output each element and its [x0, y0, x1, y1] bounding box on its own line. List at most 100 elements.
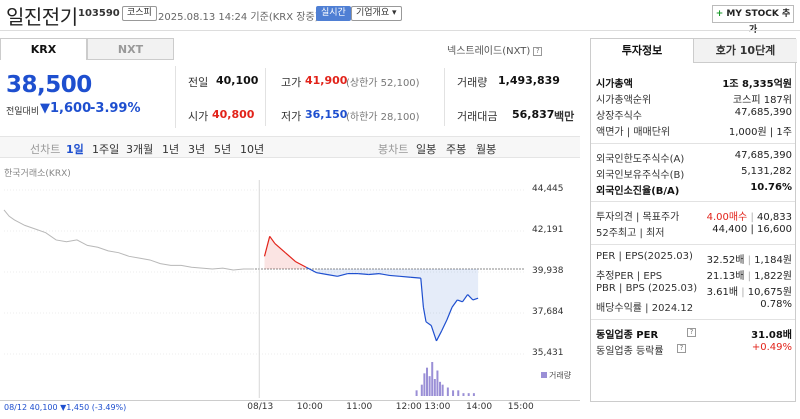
tab-nxt[interactable]: NXT [87, 38, 174, 60]
change-label: 전일대비 [6, 107, 40, 117]
volume-label: 거래량 [457, 76, 488, 89]
company-info-dropdown[interactable]: 기업개요 ▾ [351, 6, 402, 21]
info-value: 10.76% [750, 182, 792, 193]
chart-lines [3, 209, 479, 342]
info-key: 배당수익률 | 2024.12 [596, 303, 694, 314]
price-segment [399, 275, 411, 278]
info-value: 47,685,390 [734, 150, 792, 161]
price-segment [410, 276, 421, 279]
add-my-stock-label: MY STOCK 추가 [726, 9, 791, 35]
low-label: 저가 [281, 110, 302, 123]
help-icon[interactable]: ? [687, 328, 696, 337]
period-3y[interactable]: 3년 [188, 143, 206, 156]
monthly-candle[interactable]: 월봉 [476, 143, 497, 156]
price-segment [284, 252, 297, 263]
chart-grid [4, 180, 525, 398]
info-row: 동일업종 등락률? +0.49% [596, 342, 792, 357]
tab-krx[interactable]: KRX [0, 38, 87, 60]
price-segment [316, 272, 328, 276]
y-tick-label: 35,431 [532, 348, 564, 358]
period-line-chart[interactable]: 선차트 [30, 143, 61, 156]
info-key: 액면가 | 매매단위 [596, 127, 671, 138]
divider [591, 244, 795, 245]
nextrade-label: 넥스트레이드(NXT) [447, 46, 531, 57]
info-key: 52주최고 | 최저 [596, 228, 665, 239]
volume-bar [428, 376, 431, 396]
period-1y[interactable]: 1년 [162, 143, 180, 156]
info-row: PBR | BPS (2025.03) 3.61배 | 10,675원 [596, 283, 792, 298]
period-3m[interactable]: 3개월 [126, 143, 154, 156]
price-segment [295, 261, 307, 268]
header-divider [0, 30, 800, 31]
price-segment [422, 307, 427, 322]
volume-bar [433, 379, 436, 396]
y-tick-label: 39,938 [532, 266, 564, 276]
info-row: 외국인보유주식수(B) 5,131,282 [596, 166, 792, 181]
change-percent: -3.99% [90, 101, 141, 116]
info-value: 코스피 187위 [732, 95, 792, 106]
separator: | [747, 212, 757, 223]
volume-bar [462, 393, 465, 396]
volume-value: 1,493,839 [498, 74, 560, 87]
price-segment [451, 299, 458, 308]
info-key: 외국인소진율(B/A) [596, 186, 680, 197]
info-row: 투자의견 | 목표주가 4.00매수 | 40,833 [596, 208, 792, 223]
period-10y[interactable]: 10년 [240, 143, 265, 156]
volume-bar [426, 367, 429, 396]
help-icon[interactable]: ? [533, 46, 543, 56]
upper-limit: (상한가 52,100) [346, 78, 420, 89]
tab-order-book[interactable]: 호가 10단계 [694, 39, 797, 63]
period-1w[interactable]: 1주일 [92, 143, 120, 156]
high-label: 고가 [281, 76, 302, 89]
period-1d[interactable]: 1일 [66, 143, 84, 156]
weekly-candle[interactable]: 주봉 [446, 143, 467, 156]
period-5y[interactable]: 5년 [214, 143, 232, 156]
realtime-tag[interactable]: 실시간 [316, 6, 351, 21]
separator: | [744, 271, 755, 282]
price-segment [326, 273, 338, 277]
price-chart[interactable] [0, 158, 580, 419]
price-segment [263, 236, 271, 257]
x-tick-label: 11:00 [346, 402, 373, 412]
help-icon[interactable]: ? [677, 344, 686, 353]
x-tick-label: 12:00 [395, 402, 422, 412]
info-row: 추정PER | EPS 21.13배 | 1,822원 [596, 267, 792, 282]
info-row: 외국인한도주식수(A) 47,685,390 [596, 150, 792, 165]
per-share-value: 1,184원 [754, 255, 792, 266]
info-value: 47,685,390 [734, 107, 792, 118]
divider [591, 143, 795, 144]
x-tick-label: 15:00 [507, 402, 534, 412]
candle-chart[interactable]: 봉차트 [378, 143, 409, 156]
volume-bar [415, 390, 418, 396]
info-row: 상장주식수 47,685,390 [596, 107, 792, 122]
price-segment [472, 297, 479, 301]
volume-bar [457, 390, 460, 396]
stock-code: 103590 [78, 8, 120, 19]
price-segment [379, 273, 390, 277]
info-value: 1조 8,335억원 [722, 79, 792, 90]
volume-bar [441, 384, 444, 396]
info-row: 액면가 | 매매단위 1,000원 | 1주 [596, 123, 792, 138]
divider [265, 68, 266, 126]
separator: | [744, 255, 755, 266]
info-key: 동일업종 등락률 [596, 346, 664, 357]
price-segment [274, 243, 286, 254]
volume-bar [467, 393, 470, 396]
open-value: 40,800 [212, 108, 255, 121]
nextrade-link[interactable]: 넥스트레이드(NXT)? [447, 42, 543, 57]
volume-legend: 거래량 [541, 370, 571, 381]
price-segment [425, 321, 432, 326]
price-segment [467, 294, 474, 301]
tab-investment-info[interactable]: 투자정보 [591, 39, 694, 63]
price-segment [358, 273, 369, 276]
market-tag: 코스피 [122, 6, 157, 21]
add-my-stock-button[interactable]: + MY STOCK 추가 [712, 5, 794, 35]
volume-bar [446, 387, 449, 396]
daily-candle[interactable]: 일봉 [416, 143, 437, 156]
ratio-value: 32.52배 [706, 255, 745, 266]
ratio-value: 21.13배 [706, 271, 745, 282]
info-row: PER | EPS(2025.03) 32.52배 | 1,184원 [596, 251, 792, 266]
volume-bar [423, 373, 426, 396]
info-key: 추정PER | EPS [596, 271, 663, 282]
info-row: 동일업종 PER? 31.08배 [596, 326, 792, 341]
